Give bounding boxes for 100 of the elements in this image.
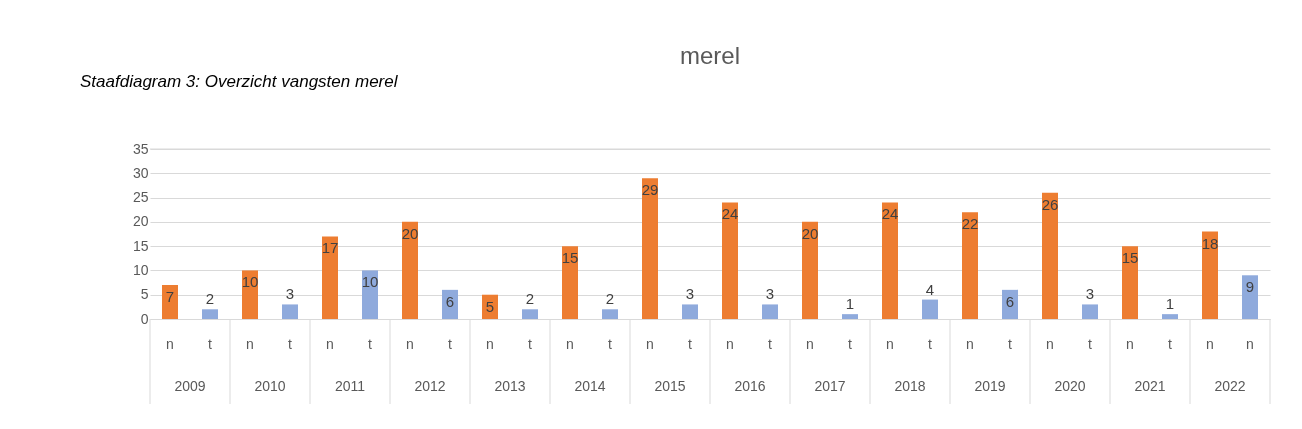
bar bbox=[1122, 246, 1138, 319]
bar bbox=[802, 221, 818, 319]
chart-title: merel bbox=[679, 42, 741, 69]
x-tick-label: t bbox=[448, 335, 453, 352]
x-tick-label: t bbox=[208, 335, 213, 352]
x-tick-label: n bbox=[806, 335, 814, 352]
x-tick-label: t bbox=[1088, 335, 1093, 352]
data-label: 2 bbox=[525, 290, 535, 308]
text: 2019 bbox=[974, 378, 1006, 394]
text: 2016 bbox=[734, 378, 766, 394]
x-tick-label: t bbox=[368, 335, 373, 352]
data-label: 2 bbox=[205, 290, 215, 308]
data-label: 3 bbox=[285, 285, 295, 303]
text: Staafdiagram 3: Overzicht vangsten merel bbox=[80, 72, 399, 91]
x-tick-label: t bbox=[608, 335, 613, 352]
data-label: 6 bbox=[445, 292, 455, 310]
bar bbox=[1082, 304, 1098, 319]
bar bbox=[282, 304, 298, 319]
data-label: 2 bbox=[605, 290, 615, 308]
data-label: 3 bbox=[1085, 285, 1095, 303]
data-label: 24 bbox=[721, 205, 739, 223]
y-tick-label: 10 bbox=[132, 261, 149, 278]
bar bbox=[362, 270, 378, 319]
bar bbox=[562, 246, 578, 319]
data-label: 10 bbox=[361, 273, 379, 291]
x-tick-label: n bbox=[486, 335, 494, 352]
bar bbox=[922, 299, 938, 319]
x-tick-label: n bbox=[1126, 335, 1134, 352]
bar bbox=[642, 178, 658, 319]
bar bbox=[602, 309, 618, 319]
y-tick-label: 25 bbox=[132, 189, 149, 206]
x-tick-label: n bbox=[1206, 335, 1214, 352]
y-tick-label: 20 bbox=[132, 213, 149, 230]
data-label: 7 bbox=[165, 288, 175, 305]
x-tick-label: n bbox=[646, 335, 654, 352]
text: 2020 bbox=[1054, 378, 1086, 394]
text: 2021 bbox=[1134, 378, 1166, 394]
x-tick-label: n bbox=[1246, 335, 1254, 352]
x-tick-label: t bbox=[288, 335, 293, 352]
text: 2010 bbox=[254, 378, 286, 394]
bar bbox=[842, 314, 858, 319]
y-tick-label: 35 bbox=[132, 140, 149, 157]
data-label: 3 bbox=[765, 285, 775, 303]
x-tick-label: n bbox=[406, 335, 414, 352]
bar bbox=[322, 236, 338, 319]
data-label: 10 bbox=[241, 273, 259, 291]
data-label: 4 bbox=[925, 280, 935, 298]
bar bbox=[242, 270, 258, 319]
data-label: 1 bbox=[845, 295, 855, 313]
data-label: 3 bbox=[685, 285, 695, 303]
y-tick-label: 15 bbox=[132, 237, 149, 254]
bar bbox=[1042, 192, 1058, 319]
text: 2017 bbox=[814, 378, 846, 394]
bar bbox=[762, 304, 778, 319]
y-tick-label: 30 bbox=[132, 164, 149, 181]
data-label: 20 bbox=[401, 224, 419, 242]
bar bbox=[882, 202, 898, 319]
bar bbox=[962, 212, 978, 319]
x-tick-label: n bbox=[886, 335, 894, 352]
x-tick-label: n bbox=[166, 335, 174, 352]
bar bbox=[522, 309, 538, 319]
x-tick-label: n bbox=[726, 335, 734, 352]
bar bbox=[162, 285, 178, 319]
bar bbox=[1202, 231, 1218, 319]
bar bbox=[202, 309, 218, 319]
text: 2013 bbox=[494, 378, 526, 394]
text: 2012 bbox=[414, 378, 446, 394]
bar bbox=[402, 221, 418, 319]
text: 2018 bbox=[894, 378, 926, 394]
data-label: 9 bbox=[1245, 278, 1255, 296]
bar bbox=[1162, 314, 1178, 319]
y-tick-label: 5 bbox=[140, 286, 149, 303]
data-label: 18 bbox=[1201, 234, 1219, 252]
text: 2022 bbox=[1214, 378, 1246, 394]
data-label: 6 bbox=[1005, 292, 1015, 310]
x-tick-label: t bbox=[768, 335, 773, 352]
text: 2011 bbox=[334, 378, 366, 394]
data-label: 1 bbox=[1165, 295, 1175, 313]
text: 2015 bbox=[654, 378, 686, 394]
data-label: 24 bbox=[881, 205, 899, 223]
bar bbox=[682, 304, 698, 319]
x-tick-label: t bbox=[528, 335, 533, 352]
x-tick-label: t bbox=[848, 335, 853, 352]
x-tick-label: n bbox=[566, 335, 574, 352]
x-tick-label: n bbox=[966, 335, 974, 352]
bar bbox=[722, 202, 738, 319]
x-tick-label: t bbox=[688, 335, 693, 352]
text: 2009 bbox=[174, 378, 206, 394]
data-label: 20 bbox=[801, 224, 819, 242]
data-label: 5 bbox=[485, 297, 495, 315]
x-tick-label: n bbox=[1046, 335, 1054, 352]
x-tick-label: t bbox=[1008, 335, 1013, 352]
x-tick-label: n bbox=[246, 335, 254, 352]
x-tick-label: n bbox=[326, 335, 334, 352]
data-label: 29 bbox=[641, 181, 659, 199]
x-tick-label: t bbox=[1168, 335, 1173, 352]
data-label: 22 bbox=[961, 215, 979, 233]
x-tick-label: t bbox=[928, 335, 933, 352]
data-label: 26 bbox=[1041, 195, 1059, 213]
data-label: 15 bbox=[561, 249, 579, 267]
